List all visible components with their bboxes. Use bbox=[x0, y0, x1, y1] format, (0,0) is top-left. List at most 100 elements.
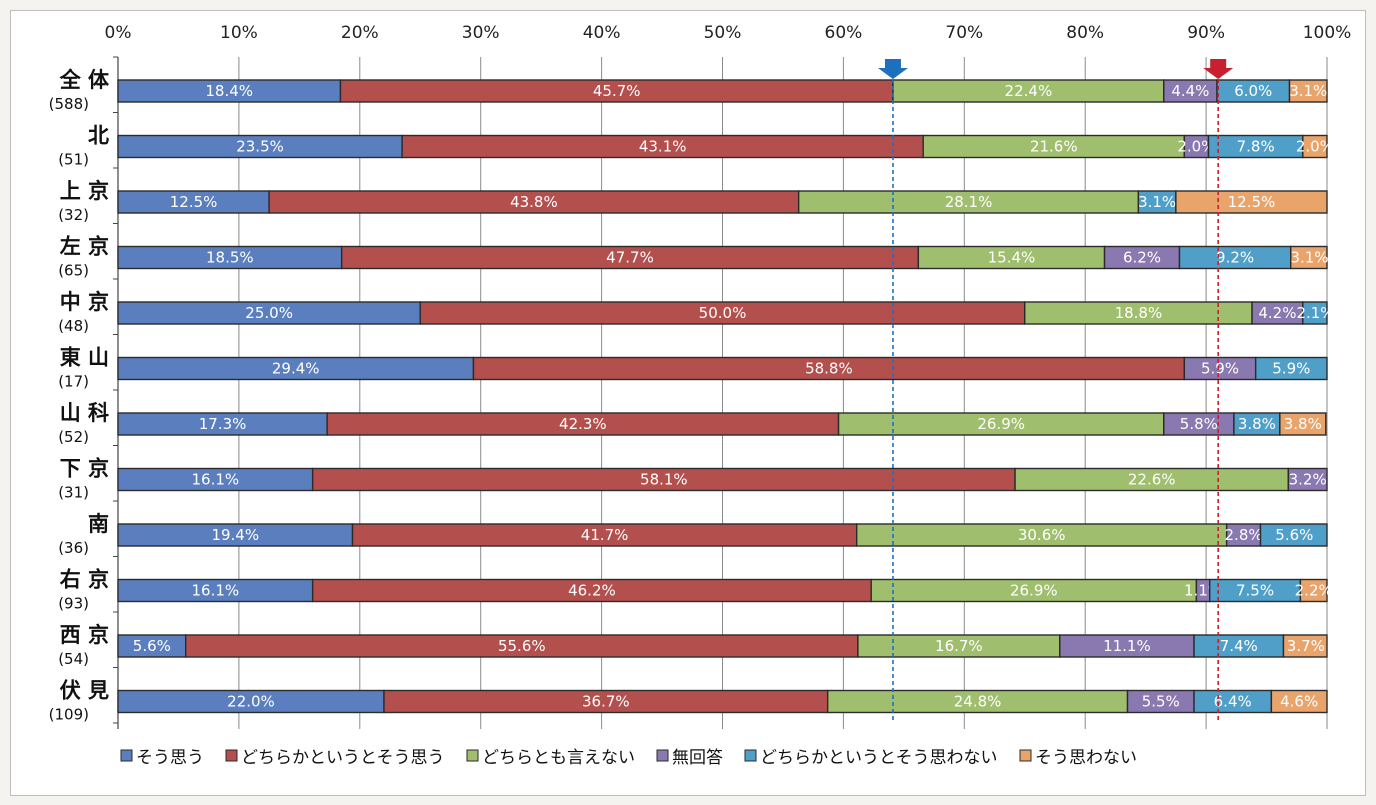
data-label: 18.8% bbox=[1115, 304, 1163, 322]
x-tick-label: 100% bbox=[1303, 23, 1352, 43]
data-label: 2.0% bbox=[1177, 138, 1215, 156]
data-label: 6.2% bbox=[1123, 249, 1161, 267]
x-tick-label: 50% bbox=[704, 23, 742, 43]
axes: 0% 10% 20% 30% 40% 50% 60% 70% 80% 90% 100% 全 体 (588… bbox=[49, 23, 1352, 729]
data-label: 21.6% bbox=[1030, 138, 1078, 156]
data-label: 26.9% bbox=[1010, 582, 1058, 600]
data-label: 3.1% bbox=[1290, 249, 1328, 267]
x-tick-label: 30% bbox=[462, 23, 500, 43]
data-label: 3.8% bbox=[1238, 415, 1276, 433]
data-label: 9.2% bbox=[1216, 249, 1254, 267]
data-label: 2.2% bbox=[1295, 582, 1333, 600]
bar-segment bbox=[1302, 301, 1328, 325]
category-label: 全 体 bbox=[59, 68, 110, 92]
data-label: 5.9% bbox=[1201, 360, 1239, 378]
data-label: 5.8% bbox=[1180, 415, 1218, 433]
data-label: 22.6% bbox=[1128, 471, 1176, 489]
category-label: 右 京 bbox=[60, 568, 109, 592]
data-label: 29.4% bbox=[272, 360, 320, 378]
bar-segment bbox=[1288, 79, 1328, 103]
category-label: 北 bbox=[88, 124, 109, 148]
category-count: (51) bbox=[58, 151, 89, 169]
data-label: 43.8% bbox=[510, 193, 558, 211]
category-label: 上 京 bbox=[60, 179, 109, 203]
category-label: 山 科 bbox=[60, 401, 109, 425]
data-label: 28.1% bbox=[945, 193, 993, 211]
bar-segment bbox=[1302, 134, 1328, 159]
data-label: 18.5% bbox=[206, 249, 254, 267]
chart-frame: 0% 10% 20% 30% 40% 50% 60% 70% 80% 90% 100% 全 体 (588… bbox=[10, 10, 1366, 796]
data-label: 50.0% bbox=[699, 304, 747, 322]
bar-segment bbox=[1254, 356, 1328, 381]
data-label: 17.3% bbox=[199, 415, 247, 433]
legend-label: どちらかというとそう思う bbox=[241, 748, 445, 768]
x-tick-label: 20% bbox=[341, 23, 379, 43]
data-label: 58.1% bbox=[640, 471, 688, 489]
bar-segment bbox=[1270, 689, 1328, 714]
category-count: (31) bbox=[58, 484, 89, 502]
data-label: 45.7% bbox=[593, 82, 641, 100]
legend-label: 無回答 bbox=[672, 748, 723, 768]
bar-segment bbox=[1282, 634, 1328, 658]
data-label: 6.4% bbox=[1214, 693, 1252, 711]
data-label: 58.8% bbox=[805, 360, 853, 378]
data-label: 12.5% bbox=[1228, 193, 1276, 211]
bar-segment bbox=[1175, 190, 1328, 214]
bar-segment bbox=[1290, 245, 1328, 270]
data-label: 2.8% bbox=[1225, 526, 1263, 544]
category-count: (48) bbox=[58, 317, 89, 335]
data-label: 3.1% bbox=[1138, 193, 1176, 211]
reference-arrow-icon bbox=[1203, 59, 1234, 79]
category-label: 東 山 bbox=[60, 346, 109, 370]
legend-label: どちらかというとそう思わない bbox=[760, 748, 998, 768]
data-label: 5.6% bbox=[1275, 526, 1313, 544]
data-label: 7.8% bbox=[1237, 138, 1275, 156]
legend-swatch bbox=[225, 749, 238, 762]
x-tick-label: 70% bbox=[945, 23, 983, 43]
data-label: 16.7% bbox=[935, 637, 983, 655]
reference-markers bbox=[877, 59, 1234, 721]
data-label: 43.1% bbox=[639, 138, 687, 156]
x-tick-label: 90% bbox=[1187, 23, 1225, 43]
data-label: 42.3% bbox=[559, 415, 607, 433]
category-count: (17) bbox=[58, 373, 89, 391]
legend-label: そう思わない bbox=[1035, 748, 1137, 768]
category-label: 西 京 bbox=[60, 623, 109, 647]
legend: そう思う どちらかというとそう思う どちらとも言えない 無回答 どちらかというとそう思わ… bbox=[120, 748, 1137, 768]
data-label: 30.6% bbox=[1018, 526, 1066, 544]
legend-swatch bbox=[656, 749, 669, 762]
data-label: 16.1% bbox=[191, 471, 239, 489]
data-label: 2.0% bbox=[1296, 138, 1334, 156]
data-label: 22.0% bbox=[227, 693, 275, 711]
bar-segment bbox=[1287, 467, 1328, 492]
legend-label: どちらとも言えない bbox=[482, 748, 635, 768]
data-label: 5.5% bbox=[1142, 693, 1180, 711]
data-label: 23.5% bbox=[236, 138, 284, 156]
x-tick-label: 10% bbox=[220, 23, 258, 43]
data-label: 41.7% bbox=[581, 526, 629, 544]
data-label: 25.0% bbox=[245, 304, 293, 322]
data-label: 3.7% bbox=[1287, 637, 1325, 655]
bar-segment bbox=[1259, 523, 1328, 547]
reference-arrow-icon bbox=[877, 59, 908, 79]
stacked-bar-chart: 0% 10% 20% 30% 40% 50% 60% 70% 80% 90% 100% 全 体 (588… bbox=[49, 23, 1352, 768]
data-label: 19.4% bbox=[211, 526, 259, 544]
data-label: 7.5% bbox=[1236, 582, 1274, 600]
x-tick-label: 80% bbox=[1066, 23, 1104, 43]
category-count: (109) bbox=[49, 706, 89, 724]
data-label: 4.4% bbox=[1171, 82, 1209, 100]
data-label: 12.5% bbox=[170, 193, 218, 211]
category-count: (36) bbox=[58, 539, 89, 557]
grid-lines bbox=[238, 57, 1328, 729]
legend-swatch bbox=[744, 749, 757, 762]
data-label: 4.6% bbox=[1280, 693, 1318, 711]
data-label: 3.2% bbox=[1289, 471, 1327, 489]
data-label: 46.2% bbox=[568, 582, 616, 600]
data-label: 11.1% bbox=[1103, 637, 1151, 655]
data-label: 47.7% bbox=[606, 249, 654, 267]
legend-swatch bbox=[120, 749, 133, 762]
category-count: (65) bbox=[58, 262, 89, 280]
category-label: 伏 見 bbox=[60, 679, 109, 703]
category-count: (32) bbox=[58, 206, 89, 224]
data-label: 24.8% bbox=[954, 693, 1002, 711]
